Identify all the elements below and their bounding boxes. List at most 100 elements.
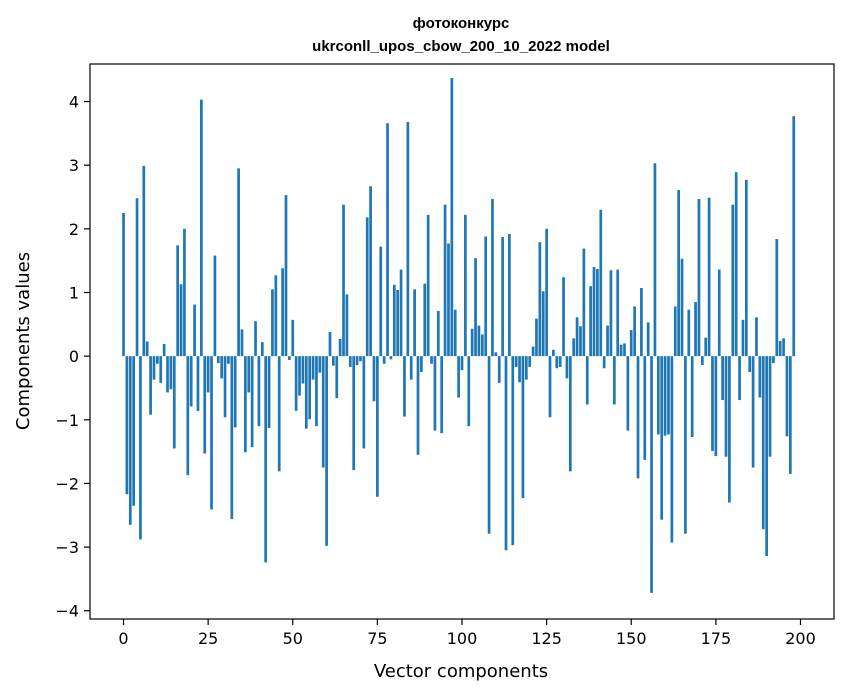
x-tick-label: 100 [447, 629, 478, 648]
bar [484, 236, 488, 357]
bar [277, 356, 281, 472]
bar [392, 284, 396, 357]
bar [775, 239, 779, 357]
bar [304, 356, 308, 429]
bar [511, 356, 515, 546]
bar [792, 116, 796, 357]
bar [335, 356, 339, 399]
y-axis-ticks: −4 −3 −2 −1 0 1 2 3 4 [55, 93, 90, 621]
bar [528, 356, 532, 367]
bar [145, 341, 149, 357]
bar [196, 356, 200, 411]
bar [650, 356, 653, 593]
bar [260, 342, 264, 357]
bar [311, 356, 315, 380]
bar [132, 356, 136, 506]
bar [430, 356, 433, 364]
x-tick-label: 25 [198, 629, 218, 648]
x-axis-ticks: 0 25 50 75 100 125 150 175 200 [118, 619, 816, 648]
bar [237, 168, 240, 357]
bar [372, 356, 376, 402]
bar [751, 356, 755, 468]
bar [606, 325, 609, 357]
bar [183, 228, 186, 357]
bar [416, 356, 420, 455]
bar [761, 356, 765, 530]
bar [281, 268, 284, 357]
bar [139, 356, 142, 540]
bar [568, 356, 572, 472]
bar [467, 356, 471, 427]
bar [227, 356, 230, 364]
bar [406, 121, 410, 357]
bar [724, 356, 728, 457]
bar [589, 286, 592, 357]
bar [122, 212, 125, 357]
bar [213, 255, 217, 357]
bar [741, 319, 745, 357]
bar [514, 356, 518, 367]
bar [531, 346, 535, 357]
bar [541, 291, 545, 357]
bar [250, 356, 254, 448]
bar [240, 329, 244, 357]
bar [487, 356, 491, 534]
bar [315, 356, 318, 427]
bar [220, 356, 224, 379]
bar [362, 356, 366, 449]
bar [159, 356, 163, 383]
bar [332, 356, 335, 366]
bar [216, 356, 220, 364]
bar [457, 356, 460, 398]
bar [558, 356, 562, 367]
bar [670, 356, 674, 543]
y-tick-label: 0 [69, 347, 79, 366]
bar [480, 334, 484, 357]
bar [744, 179, 748, 357]
bar [755, 317, 758, 357]
bar [298, 356, 301, 396]
bar [778, 340, 782, 357]
bar [555, 356, 559, 369]
bar [646, 322, 650, 357]
bar [619, 344, 623, 357]
bar [189, 356, 193, 407]
bar [673, 306, 677, 357]
bar [552, 349, 555, 357]
bar [128, 356, 132, 525]
y-tick-label: 3 [69, 156, 79, 175]
bar [474, 258, 477, 357]
bar [758, 356, 762, 398]
y-tick-label: 1 [69, 283, 79, 302]
y-tick-label: −2 [55, 474, 79, 493]
x-tick-label: 175 [701, 629, 732, 648]
bar [413, 289, 416, 357]
bar [653, 163, 657, 357]
bar [545, 228, 548, 357]
bar [200, 99, 203, 357]
bar [274, 275, 278, 357]
bar [247, 356, 251, 393]
bar [345, 294, 349, 357]
bar [734, 172, 738, 357]
bar [318, 356, 322, 373]
bar [264, 356, 268, 563]
bar [612, 356, 616, 405]
bar [494, 352, 498, 357]
bar [572, 338, 576, 357]
bar [535, 318, 538, 357]
bar [623, 343, 626, 357]
bar [257, 356, 261, 427]
bar [585, 356, 589, 405]
bar [491, 198, 494, 357]
bar [193, 304, 196, 357]
bar [582, 248, 586, 357]
bar [633, 306, 636, 357]
bar [788, 356, 792, 474]
bar [450, 78, 454, 357]
bar [680, 258, 684, 357]
bar [149, 356, 152, 415]
bar [663, 356, 667, 436]
bar [575, 317, 579, 357]
